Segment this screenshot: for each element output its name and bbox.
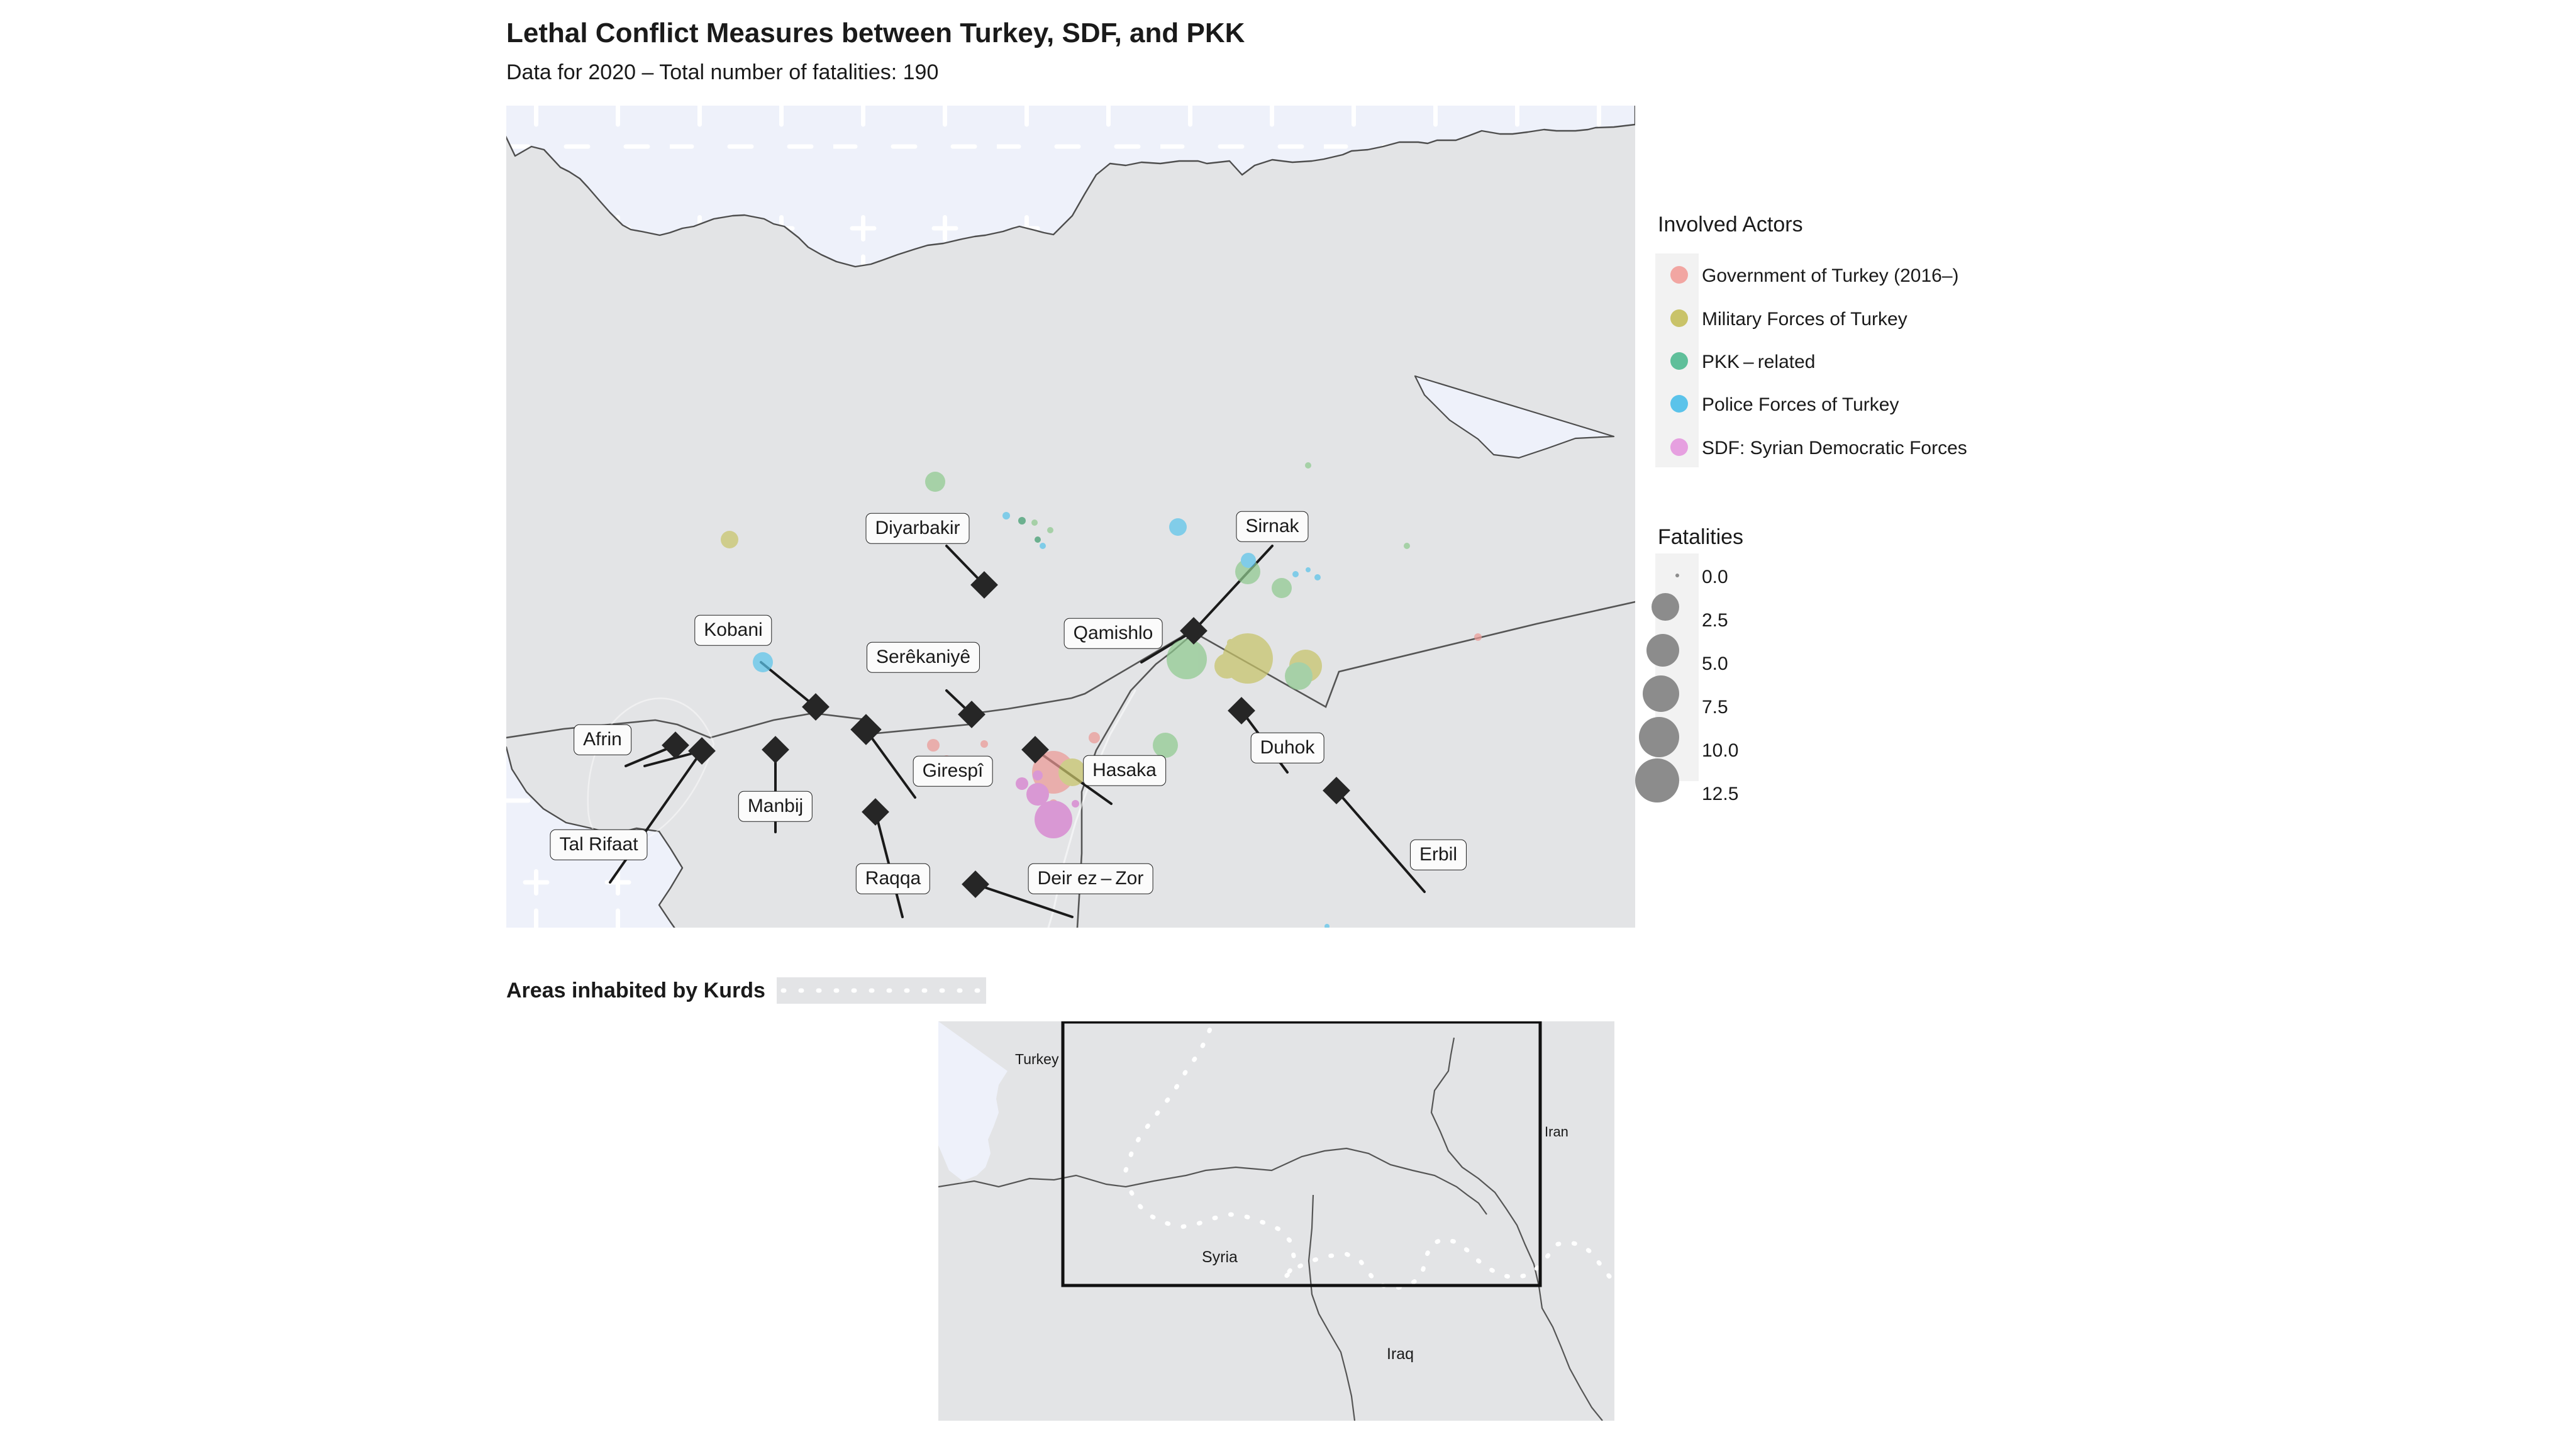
svg-text:Turkey: Turkey: [1015, 1051, 1059, 1067]
svg-text:Iran: Iran: [1545, 1124, 1568, 1140]
svg-text:Iraq: Iraq: [1387, 1345, 1414, 1363]
svg-text:Syria: Syria: [1202, 1248, 1238, 1266]
